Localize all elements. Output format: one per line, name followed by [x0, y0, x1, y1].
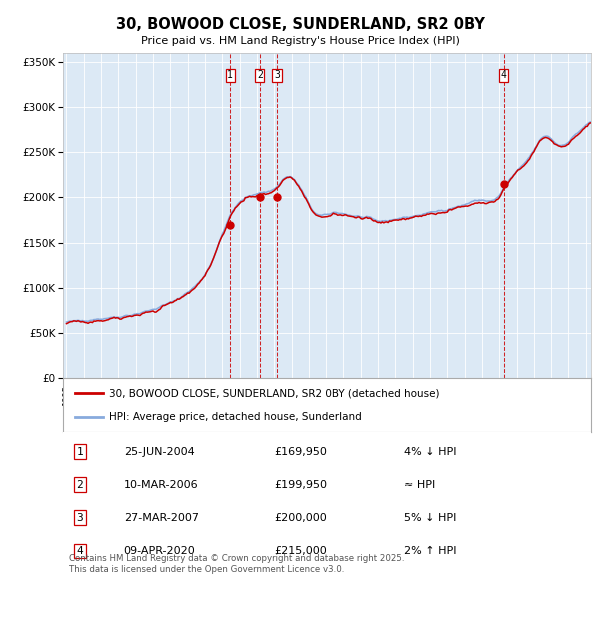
Text: 2% ↑ HPI: 2% ↑ HPI	[404, 546, 456, 556]
Text: 10-MAR-2006: 10-MAR-2006	[124, 480, 199, 490]
Text: HPI: Average price, detached house, Sunderland: HPI: Average price, detached house, Sund…	[109, 412, 362, 422]
Text: 27-MAR-2007: 27-MAR-2007	[124, 513, 199, 523]
Text: 30, BOWOOD CLOSE, SUNDERLAND, SR2 0BY (detached house): 30, BOWOOD CLOSE, SUNDERLAND, SR2 0BY (d…	[109, 388, 440, 399]
Text: 4: 4	[77, 546, 83, 556]
Text: £169,950: £169,950	[274, 446, 327, 456]
Text: 4% ↓ HPI: 4% ↓ HPI	[404, 446, 456, 456]
Text: £200,000: £200,000	[274, 513, 327, 523]
Text: 5% ↓ HPI: 5% ↓ HPI	[404, 513, 456, 523]
Text: 25-JUN-2004: 25-JUN-2004	[124, 446, 194, 456]
Text: ≈ HPI: ≈ HPI	[404, 480, 435, 490]
Text: £199,950: £199,950	[274, 480, 327, 490]
Text: 1: 1	[77, 446, 83, 456]
Text: 4: 4	[500, 70, 506, 81]
Text: £215,000: £215,000	[274, 546, 327, 556]
Text: Price paid vs. HM Land Registry's House Price Index (HPI): Price paid vs. HM Land Registry's House …	[140, 36, 460, 46]
Text: Contains HM Land Registry data © Crown copyright and database right 2025.
This d: Contains HM Land Registry data © Crown c…	[70, 554, 405, 574]
Text: 2: 2	[77, 480, 83, 490]
Text: 09-APR-2020: 09-APR-2020	[124, 546, 196, 556]
Text: 30, BOWOOD CLOSE, SUNDERLAND, SR2 0BY: 30, BOWOOD CLOSE, SUNDERLAND, SR2 0BY	[116, 17, 484, 32]
Text: 3: 3	[77, 513, 83, 523]
Text: 2: 2	[257, 70, 263, 81]
Text: 1: 1	[227, 70, 233, 81]
Text: 3: 3	[274, 70, 280, 81]
